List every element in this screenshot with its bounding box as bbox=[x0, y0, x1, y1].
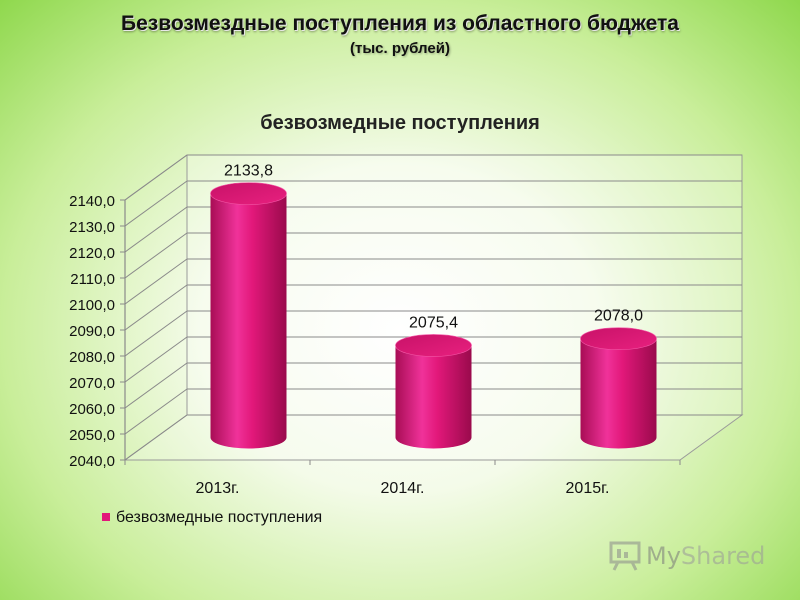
bar bbox=[210, 182, 287, 449]
watermark-text: MyShared bbox=[646, 542, 766, 570]
y-tick-label: 2130,0 bbox=[69, 219, 115, 236]
chart-title: безвозмедные поступления bbox=[260, 112, 540, 134]
bar-top bbox=[580, 327, 657, 351]
y-tick-label: 2070,0 bbox=[69, 375, 115, 392]
y-tick-label: 2090,0 bbox=[69, 323, 115, 340]
presentation-board-icon bbox=[609, 541, 641, 571]
y-tick-label: 2060,0 bbox=[69, 401, 115, 418]
gridline-side bbox=[124, 362, 188, 409]
gridline-side bbox=[124, 180, 188, 227]
y-tick-label: 2080,0 bbox=[69, 349, 115, 366]
gridline-side bbox=[124, 414, 188, 461]
y-tick-label: 2110,0 bbox=[70, 271, 115, 288]
data-label: 2078,0 bbox=[594, 308, 643, 325]
legend-swatch bbox=[102, 513, 110, 521]
x-tick-label: 2015г. bbox=[566, 480, 610, 497]
data-label: 2133,8 bbox=[224, 163, 273, 180]
bar-body bbox=[395, 345, 472, 449]
x-tick-label: 2014г. bbox=[381, 480, 425, 497]
y-tick-label: 2040,0 bbox=[69, 453, 115, 470]
gridline-side bbox=[124, 206, 188, 253]
gridline-side bbox=[124, 388, 188, 435]
page-title: Безвозмездные поступления из областного … bbox=[121, 12, 679, 35]
page-subtitle: (тыс. рублей) bbox=[350, 40, 450, 57]
bar-top bbox=[210, 182, 287, 205]
gridline-side bbox=[124, 284, 188, 331]
y-tick-label: 2050,0 bbox=[69, 427, 115, 444]
gridline-side bbox=[124, 336, 188, 383]
bar bbox=[580, 327, 657, 449]
bar bbox=[395, 334, 472, 449]
bar-body bbox=[580, 338, 657, 449]
watermark: MyShared bbox=[608, 540, 765, 572]
title-block: Безвозмездные поступления из областного … bbox=[0, 12, 800, 57]
bar-top bbox=[395, 334, 472, 357]
gridline-side bbox=[124, 310, 188, 357]
y-tick-label: 2120,0 bbox=[69, 245, 115, 262]
gridline-side bbox=[124, 154, 188, 201]
bar-body bbox=[210, 193, 287, 449]
y-tick-label: 2100,0 bbox=[69, 297, 115, 314]
gridline-side bbox=[124, 232, 188, 279]
x-tick-label: 2013г. bbox=[196, 480, 240, 497]
gridline-side bbox=[124, 258, 188, 305]
legend-label: безвозмедные поступления bbox=[116, 509, 322, 526]
y-tick-label: 2140,0 bbox=[69, 193, 115, 210]
data-label: 2075,4 bbox=[409, 314, 458, 331]
